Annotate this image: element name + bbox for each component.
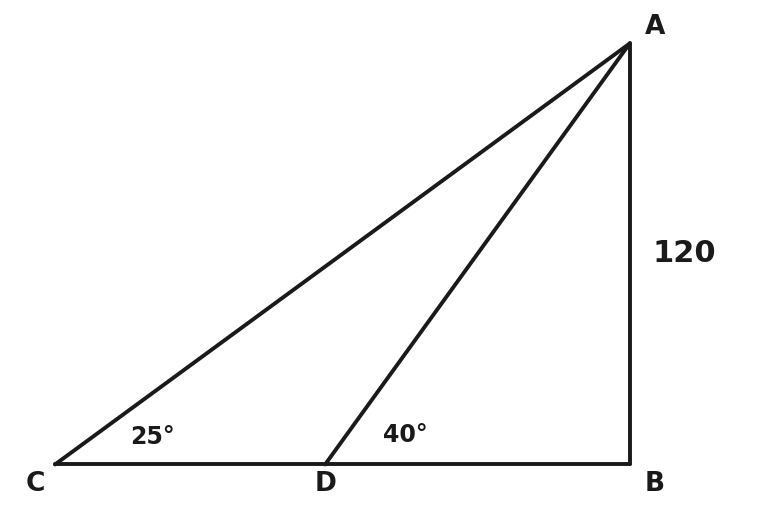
Text: A: A [645,14,665,40]
Text: D: D [315,471,336,497]
Text: 40°: 40° [383,423,428,446]
Text: C: C [26,471,45,497]
Text: 25°: 25° [130,425,175,449]
Text: 120: 120 [653,240,716,269]
Text: B: B [645,471,665,497]
